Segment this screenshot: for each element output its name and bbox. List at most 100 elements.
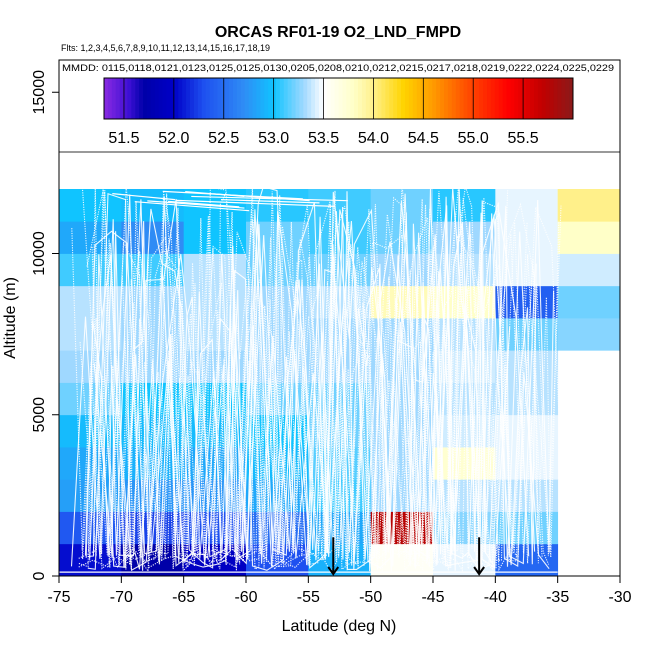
colorbar-segment <box>549 78 554 119</box>
colorbar-segment <box>107 78 113 119</box>
arrow-marker <box>327 537 340 576</box>
colorbar-segment <box>350 78 355 119</box>
colorbar-segment <box>412 78 418 119</box>
flight-track <box>87 188 511 570</box>
flight-track <box>167 200 240 208</box>
colorbar-tick-label: 51.5 <box>108 130 139 147</box>
heatmap-cell: 53.2 <box>557 285 621 319</box>
colorbar-segment <box>428 78 433 119</box>
colorbar-segment <box>275 78 281 119</box>
colorbar-segment <box>236 78 242 119</box>
colorbar-segment <box>533 78 539 119</box>
x-tick-label: -55 <box>297 589 320 606</box>
colorbar-segment <box>299 78 304 119</box>
flight-track <box>147 200 245 209</box>
colorbar-segment <box>553 78 558 119</box>
heatmap-cell: 53.2 <box>495 318 559 351</box>
flight-track <box>81 201 512 572</box>
axes: -75 -70 -65 -60 -55 -50 -45 -40 -35 -30 0 5000 10000… <box>31 70 632 606</box>
colorbar-segment <box>291 78 297 119</box>
colorbar-tick-label: 52.0 <box>158 130 189 147</box>
colorbar-segment <box>385 78 390 119</box>
x-axis-label: Latitude (deg N) <box>282 618 397 635</box>
flight-track <box>112 193 176 201</box>
colorbar-tick-label: 54.5 <box>408 130 439 147</box>
colorbar-segment <box>444 78 449 119</box>
colorbar-tick-label: 52.5 <box>208 130 239 147</box>
colorbar-tick-label: 53.0 <box>258 130 289 147</box>
heatmap-cell: 52.85 <box>59 221 122 254</box>
colorbar-segment <box>326 78 332 119</box>
colorbar-segment <box>272 78 277 119</box>
colorbar-segment <box>146 78 152 119</box>
x-tick-label: -40 <box>484 589 507 606</box>
y-tick-label: 10000 <box>31 231 48 276</box>
colorbar-segment <box>463 78 468 119</box>
colorbar-segment <box>483 78 488 119</box>
heatmap-cell: 54 <box>557 189 621 222</box>
colorbar-segment <box>205 78 211 119</box>
colorbar-segment <box>459 78 465 119</box>
colorbar-segment <box>178 78 183 119</box>
colorbar-segment <box>315 78 320 119</box>
colorbar-segment <box>569 78 574 119</box>
colorbar-segment <box>127 78 132 119</box>
colorbar-segment <box>209 78 214 119</box>
colorbar-segment <box>408 78 414 119</box>
colorbar-segment <box>447 78 453 119</box>
colorbar-segment <box>467 78 472 119</box>
plot-frame <box>58 59 621 577</box>
colorbar-segment <box>135 78 140 119</box>
colorbar-segment <box>393 78 398 119</box>
colorbar-segment <box>225 78 230 119</box>
colorbar-segment <box>432 78 437 119</box>
markers <box>327 537 485 576</box>
colorbar-segment <box>487 78 492 119</box>
x-tick-label: -50 <box>359 589 382 606</box>
colorbar-segment <box>260 78 265 119</box>
colorbar-segment <box>389 78 394 119</box>
y-tick-label: 5000 <box>31 397 48 433</box>
colorbar-segment <box>240 78 246 119</box>
colorbar-segment <box>283 78 289 119</box>
colorbar-segment <box>150 78 156 119</box>
colorbar-tick-label: 55.0 <box>458 130 489 147</box>
x-tick-label: -30 <box>608 589 631 606</box>
legend-box: MMDD: 0115,0118,0121,0123,0125,0125,0130… <box>58 59 621 153</box>
flight-track <box>78 186 550 572</box>
colorbar-segment <box>170 78 175 119</box>
x-tick-label: -70 <box>110 589 133 606</box>
colorbar-segment <box>154 78 160 119</box>
colorbar-segment <box>193 78 199 119</box>
colorbar-segment <box>440 78 445 119</box>
colorbar-segment <box>455 78 461 119</box>
flight-track <box>78 191 539 571</box>
colorbar-segment <box>162 78 168 119</box>
colorbar-segment <box>369 78 375 119</box>
colorbar-segment <box>537 78 543 119</box>
heatmap-cell: 53.4 <box>557 253 621 287</box>
flight-track <box>220 199 320 204</box>
colorbar-segment <box>229 78 234 119</box>
chart-title: ORCAS RF01-19 O2_LND_FMPD <box>215 24 461 41</box>
colorbar-segment <box>131 78 136 119</box>
x-tick-label: -45 <box>421 589 444 606</box>
colorbar-segment <box>232 78 238 119</box>
heatmap-cell: 53 <box>183 221 247 254</box>
colorbar-segment <box>334 78 339 119</box>
colorbar-frame <box>103 77 574 120</box>
colorbar-segment <box>119 78 125 119</box>
colorbar-segment <box>557 78 562 119</box>
y-tick-label: 15000 <box>31 70 48 115</box>
flight-track <box>191 195 348 202</box>
colorbar-segment <box>182 78 187 119</box>
colorbar-segment <box>377 78 382 119</box>
heatmap-cell: 53.25 <box>557 318 621 351</box>
colorbar-segment <box>561 78 566 119</box>
flight-track <box>176 199 335 207</box>
colorbar-segment <box>213 78 218 119</box>
colorbar-segment <box>510 78 515 119</box>
arrow-head <box>327 566 340 576</box>
colorbar-segment <box>518 78 523 119</box>
